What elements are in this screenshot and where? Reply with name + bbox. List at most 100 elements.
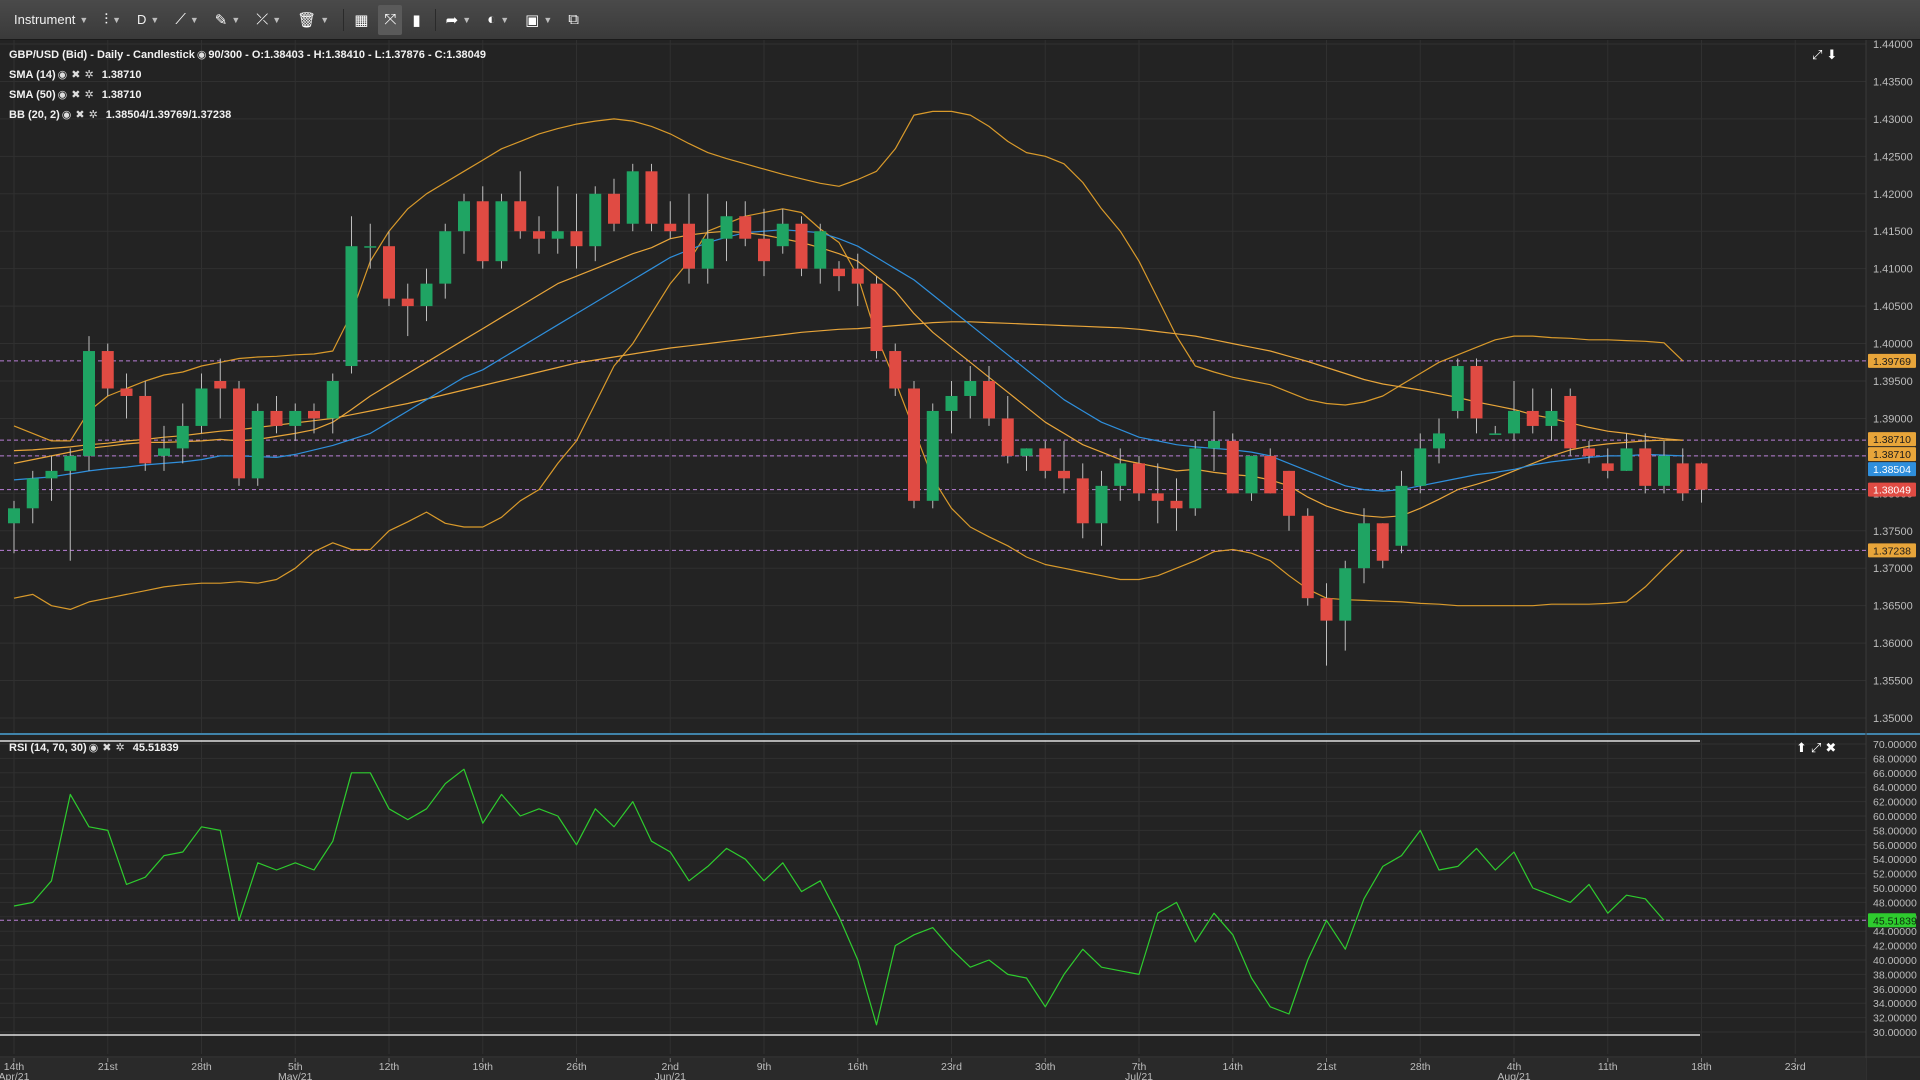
candle-body [983,381,995,419]
delete-menu[interactable]: 🗑 ▼ [291,5,335,35]
eye-icon[interactable]: ◉ [61,109,72,121]
arrow-down-icon[interactable]: ⬇ [1826,47,1838,62]
arrow-up-icon[interactable]: ⬆ [1796,740,1807,755]
price-marker-badge [1868,462,1916,477]
bb-lower-line [13,208,1684,611]
indicators-button[interactable]: ▮ [406,5,426,35]
rsi-tick-label: 70.00000 [1873,739,1917,751]
layout-button[interactable]: ▦ [348,5,374,35]
price-tick-label: 1.43500 [1873,76,1913,88]
close-icon[interactable]: ✖ [75,109,85,121]
close-icon[interactable]: ✖ [71,89,81,101]
expand-icon[interactable]: ⤢ [1812,47,1823,62]
sma50-label: SMA (50) [9,88,56,101]
candle-body [701,238,714,269]
rsi-tick-label: 44.00000 [1873,926,1917,938]
candle-body [364,246,377,248]
gear-icon[interactable]: ✲ [84,89,94,101]
eye-icon[interactable]: ◉ [57,89,68,101]
close-icon[interactable]: ✖ [1825,740,1837,755]
chart-area[interactable]: 1.44000 1.43500 1.43000 1.42500 1.42000 1.415… [0,40,1920,1080]
price-tick-label: 1.42500 [1873,151,1913,163]
candle-body [8,508,20,524]
candle-body [795,223,808,269]
candle-body [1283,470,1295,516]
rsi-pane-controls: ⬆ ⤢ ✖ [1796,740,1836,756]
candle-body [1508,410,1520,434]
sma50-legend: SMA (50) ◉ ✖ ✲ 1.38710 [9,88,142,102]
toolbar-divider [343,8,345,31]
price-marker-label: 1.38049 [1873,485,1911,497]
date-tick-label: 12th [379,1061,400,1073]
sma50-value: 1.38710 [101,88,142,101]
eye-icon[interactable]: ◉ [196,49,207,61]
candle-body [851,268,864,284]
candle-body [739,216,752,239]
theme-menu[interactable]: ◐ ▼ [481,5,515,35]
price-tick-label: 1.36500 [1873,601,1913,613]
candle-body [308,410,320,419]
candle-body [870,283,883,352]
chevron-down-icon: ▼ [462,14,472,25]
candle-body [420,283,433,307]
candle-body [251,410,264,479]
main-legend: GBP/USD (Bid) - Daily - Candlestick ◉ 90… [9,48,487,62]
instrument-menu[interactable]: Instrument ▼ [8,5,94,35]
price-tick-label: 1.37500 [1873,526,1913,538]
chevron-down-icon: ▼ [231,14,241,25]
candle-body [1151,493,1164,501]
close-icon[interactable]: ✖ [102,742,112,754]
date-tick-label: 16th [848,1061,869,1073]
candle-body [626,171,639,224]
price-marker-badge [1868,353,1916,368]
price-tick-label: 1.35500 [1873,676,1913,688]
share-menu[interactable]: ➦ ▼ [440,5,478,35]
candle-body [776,223,789,247]
candle-body [758,238,770,262]
candle-body [1545,410,1558,426]
price-axis-background [1866,40,1920,1080]
price-tick-label: 1.44000 [1873,40,1913,51]
close-icon[interactable]: ✖ [71,69,81,81]
candle-body [664,223,677,232]
candle-body [1583,448,1595,456]
price-marker-label: 1.37238 [1873,545,1911,557]
popout-button[interactable]: ⧉ [562,5,585,35]
candle-body [1076,478,1089,524]
rsi-marker-label: 45.51839 [1873,915,1917,927]
candle-body [1526,410,1539,426]
chart-canvas[interactable]: 1.44000 1.43500 1.43000 1.42500 1.42000 1.415… [0,40,1920,1080]
shapes-menu[interactable]: ⤫ ▼ [250,5,287,35]
price-tick-label: 1.39500 [1873,376,1913,388]
candle-body [1039,448,1052,471]
gear-icon[interactable]: ✲ [115,742,125,754]
fullscreen-button[interactable]: ⤧ [378,4,403,35]
candle-body [176,425,189,449]
date-tick-label: 4th [1507,1061,1522,1073]
chevron-down-icon: ▼ [320,14,330,25]
candle-body [1358,523,1370,569]
eye-icon[interactable]: ◉ [57,69,68,81]
candle-body [270,410,283,426]
eye-icon[interactable]: ◉ [88,742,99,754]
rsi-tick-label: 52.00000 [1873,869,1917,881]
candle-body [1620,448,1633,471]
candle-body [1339,568,1352,621]
candle-body [1470,366,1483,419]
rsi-tick-label: 68.00000 [1873,753,1917,765]
price-tick-label: 1.35000 [1873,713,1913,725]
language-menu[interactable]: ▣ ▼ [519,5,558,35]
gear-icon[interactable]: ✲ [84,69,94,81]
candle-body [1564,395,1577,449]
gear-icon[interactable]: ✲ [88,109,98,121]
ohlc-stats: 90/300 - O:1.38403 - H:1.38410 - L:1.378… [208,48,487,61]
expand-icon[interactable]: ⤢ [1810,740,1822,755]
line-tools-menu[interactable]: ⟋ ▼ [169,5,204,35]
drawing-tools-menu[interactable]: ✎ ▼ [209,5,247,35]
candle-body [720,216,733,239]
timeframe-menu[interactable]: D ▼ [131,5,165,35]
chart-type-menu[interactable]: ⫶ ▼ [98,5,127,35]
rsi-tick-label: 54.00000 [1873,854,1917,866]
date-tick-label: 11th [1598,1061,1618,1073]
candle-body [1208,440,1220,449]
